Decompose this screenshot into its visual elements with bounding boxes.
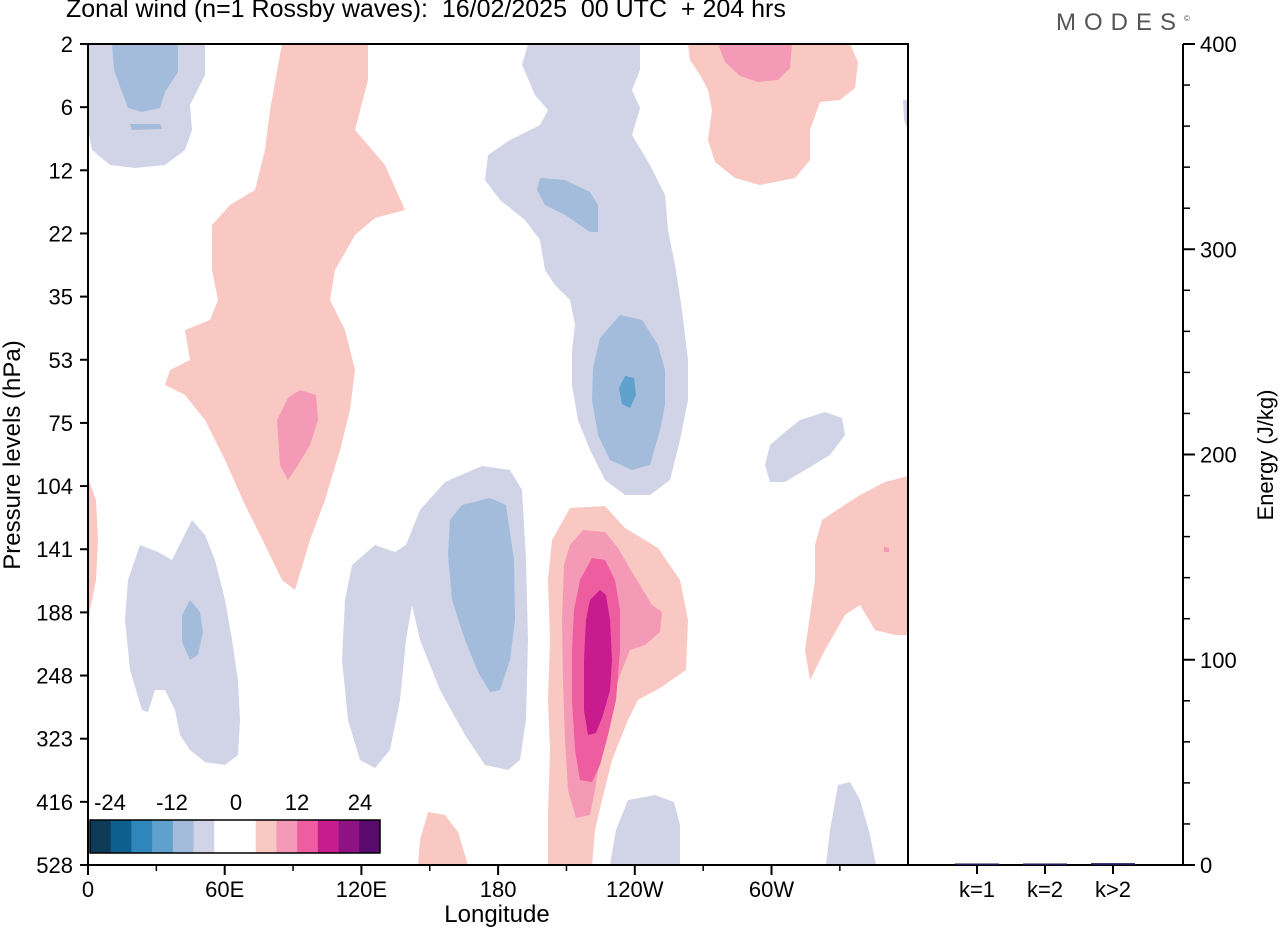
- contour-x-axis: 0 60E 120E 180 120W 60W: [82, 865, 841, 902]
- energy-tick-label: 300: [1200, 237, 1237, 262]
- negative-wind-region: [112, 44, 178, 112]
- energy-category-label: k=1: [959, 877, 995, 902]
- y-tick-label: 35: [49, 285, 73, 310]
- modes-logo: MODES©: [1056, 9, 1190, 37]
- y-tick-label: 12: [49, 158, 73, 183]
- colorbar-swatch: [317, 820, 339, 853]
- positive-wind-region: [88, 478, 98, 625]
- x-axis-title: Longitude: [444, 901, 549, 928]
- colorbar-swatch: [90, 820, 112, 853]
- negative-wind-region: [610, 795, 680, 865]
- y-tick-label: 188: [36, 600, 73, 625]
- energy-category-label: k>2: [1095, 877, 1131, 902]
- colorbar-label: 12: [285, 790, 309, 815]
- positive-wind-region: [584, 590, 612, 735]
- colorbar-swatch: [193, 820, 215, 853]
- colorbar-label: 0: [230, 790, 242, 815]
- energy-category-label: k=2: [1027, 877, 1063, 902]
- colorbar-swatch: [172, 820, 194, 853]
- y-tick-label: 416: [36, 790, 73, 815]
- colorbar-swatch: [152, 820, 174, 853]
- energy-bars: [955, 863, 1135, 865]
- colorbar-label: -24: [94, 790, 126, 815]
- energy-tick-label: 0: [1200, 853, 1212, 878]
- y-tick-label: 75: [49, 411, 73, 436]
- energy-bar: [955, 863, 999, 865]
- colorbar-swatch: [297, 820, 319, 853]
- colorbar-swatch: [214, 820, 236, 853]
- negative-wind-region: [182, 600, 203, 660]
- y-axis-title: Pressure levels (hPa): [0, 340, 26, 569]
- positive-wind-region: [165, 44, 405, 590]
- energy-y-axis: 0 100 200 300 400: [907, 32, 1237, 878]
- positive-wind-region: [718, 44, 792, 82]
- negative-wind-region: [537, 178, 598, 232]
- x-tick-label: 120W: [606, 877, 664, 902]
- colorbar-label: 24: [348, 790, 372, 815]
- x-tick-label: 60E: [205, 877, 244, 902]
- positive-wind-region: [277, 390, 318, 480]
- y-tick-label: 53: [49, 348, 73, 373]
- x-tick-label: 120E: [336, 877, 387, 902]
- negative-wind-region: [765, 412, 845, 482]
- colorbar-swatch: [276, 820, 298, 853]
- y-tick-label: 528: [36, 853, 73, 878]
- negative-wind-region: [903, 100, 908, 130]
- colorbar-swatch: [255, 820, 277, 853]
- y-tick-label: 141: [36, 537, 73, 562]
- contour-y-axis: 2 6 12 22 35 53 75 104 141 188 248 323 416 528: [36, 32, 88, 878]
- energy-bar: [1091, 863, 1135, 865]
- colorbar-swatch: [338, 820, 360, 853]
- y-tick-label: 248: [36, 664, 73, 689]
- y-tick-label: 104: [36, 474, 73, 499]
- energy-tick-label: 400: [1200, 32, 1237, 57]
- positive-wind-region: [688, 44, 858, 185]
- positive-wind-region: [884, 547, 889, 552]
- colorbar-swatch: [235, 820, 257, 853]
- colorbar-label: -12: [156, 790, 188, 815]
- colorbar-swatch: [131, 820, 153, 853]
- logo-text: MODES: [1056, 9, 1185, 36]
- y-tick-label: 323: [36, 727, 73, 752]
- colorbar-swatch: [359, 820, 381, 853]
- x-tick-label: 60W: [749, 877, 794, 902]
- negative-wind-region: [826, 782, 876, 865]
- negative-wind-region: [448, 498, 515, 692]
- negative-wind-region: [130, 124, 162, 130]
- contour-field: [88, 44, 908, 865]
- y-tick-label: 6: [61, 95, 73, 120]
- negative-wind-region: [619, 376, 636, 408]
- logo-mark: ©: [1184, 14, 1190, 23]
- colorbar-frame: [89, 819, 381, 854]
- colorbar: -24 -12 0 12 24: [88, 790, 381, 865]
- colorbar-swatch: [110, 820, 132, 853]
- y-tick-label: 2: [61, 32, 73, 57]
- energy-tick-label: 100: [1200, 648, 1237, 673]
- energy-tick-label: 200: [1200, 443, 1237, 468]
- y-tick-label: 22: [49, 221, 73, 246]
- chart-title: Zonal wind (n=1 Rossby waves): 16/02/202…: [66, 0, 786, 23]
- x-tick-label: 0: [82, 877, 94, 902]
- positive-wind-region: [805, 476, 908, 680]
- x-tick-label: 180: [480, 877, 517, 902]
- energy-axis-title: Energy (J/kg): [1253, 390, 1278, 521]
- energy-bar: [1023, 863, 1067, 865]
- energy-x-axis: k=1 k=2 k>2: [959, 865, 1131, 902]
- positive-wind-region: [418, 812, 468, 865]
